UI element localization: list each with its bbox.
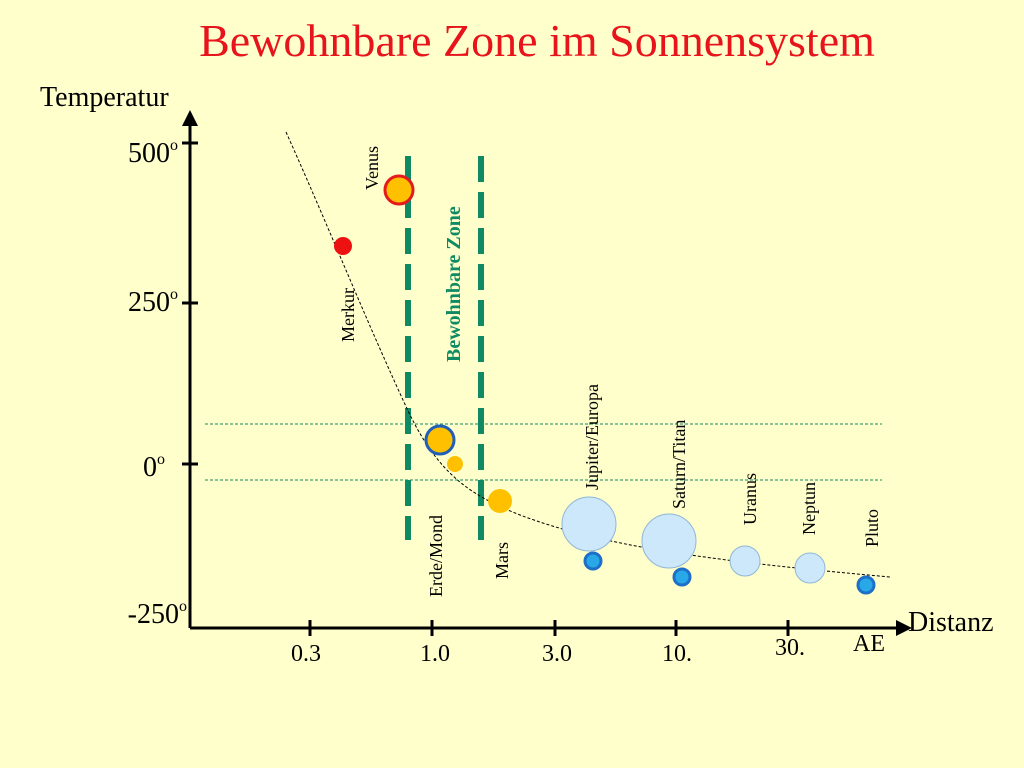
x-axis-label: Distanz [908, 607, 994, 638]
venus-label: Venus [362, 146, 382, 190]
y-tick-label: 500o [128, 137, 178, 169]
saturn-titan-label: Saturn/Titan [669, 420, 689, 509]
moon-marker [447, 456, 463, 472]
jupiter-marker [561, 496, 617, 552]
degree-sign: o [170, 137, 178, 154]
degree-sign: o [157, 451, 165, 468]
y-tick-label: 250o [128, 286, 178, 318]
y-tick-value: 250 [128, 287, 170, 318]
x-tick-label: 30. [775, 635, 805, 661]
y-axis-label: Temperatur [40, 82, 169, 113]
temperature-curve [285, 131, 891, 578]
neptun-label: Neptun [799, 482, 819, 535]
axes [182, 110, 912, 636]
y-tick-value: 0 [143, 452, 157, 483]
degree-sign: o [179, 598, 187, 615]
degree-sign: o [170, 286, 178, 303]
uranus-label: Uranus [740, 473, 760, 525]
y-tick-value: -250 [128, 599, 179, 630]
mars-marker [488, 489, 512, 513]
page-title: Bewohnbare Zone im Sonnensystem [199, 15, 875, 66]
earth-moon-label: Erde/Mond [426, 515, 446, 597]
zone-label: Bewohnbare Zone [443, 206, 465, 362]
x-axis-unit: AE [853, 631, 885, 657]
uranus-marker [729, 545, 761, 577]
x-tick-label: 0.3 [291, 641, 321, 667]
merkur-label: Merkur [338, 288, 358, 342]
x-axis-arrow [896, 620, 912, 636]
venus-marker [383, 174, 415, 206]
saturn-marker [641, 513, 697, 569]
europa-marker [583, 551, 603, 571]
y-axis-arrow [182, 110, 198, 126]
titan-marker [672, 567, 692, 587]
jupiter-europa-label: Jupiter/Europa [582, 384, 602, 490]
pluto-label: Pluto [862, 509, 882, 547]
x-tick-label: 3.0 [542, 641, 572, 667]
mars-label: Mars [492, 542, 512, 579]
merkur-marker [334, 237, 352, 255]
neptun-marker [794, 552, 826, 584]
earth-marker [424, 424, 456, 456]
x-tick-label: 1.0 [420, 641, 450, 667]
pluto-marker [856, 575, 876, 595]
y-tick-label: 0o [143, 451, 165, 483]
y-tick-label: -250o [128, 598, 187, 630]
x-tick-label: 10. [662, 641, 692, 667]
y-tick-value: 500 [128, 138, 170, 169]
